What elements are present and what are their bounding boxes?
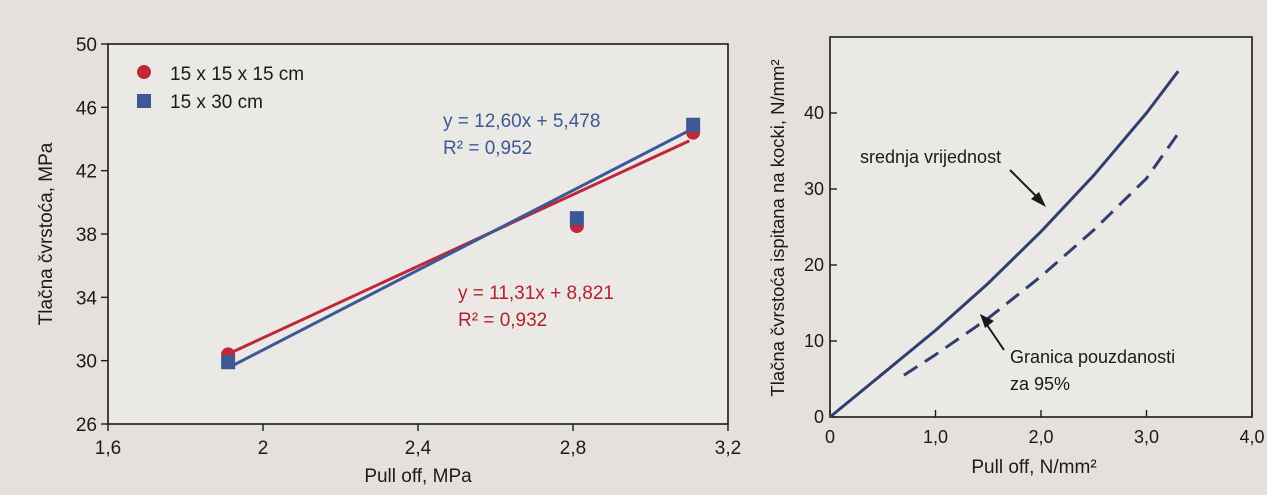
left-x-tick-label: 2,8 (560, 438, 586, 459)
annotation-confidence-line2: za 95% (1010, 374, 1070, 394)
right-y-tick-label: 40 (804, 103, 824, 123)
left-x-tick-label: 2 (258, 438, 269, 459)
left-x-tick-label: 1,6 (95, 438, 121, 459)
right-x-ticks: 0 1,0 2,0 3,0 4,0 (825, 410, 1265, 447)
left-data-points (221, 117, 701, 370)
annotation-confidence-arrow-line (984, 321, 1005, 351)
red-trendline (227, 139, 690, 356)
left-x-tick-label: 2,4 (405, 438, 432, 459)
legend-marker-blue-square (137, 94, 151, 108)
confidence-limit-curve (903, 132, 1180, 377)
chart-left: 1,6 2 2,4 2,8 3,2 26 30 34 38 42 46 50 Pull off, M… (36, 35, 741, 487)
right-plot-area (829, 36, 1253, 418)
left-y-tick-label: 34 (76, 288, 98, 309)
blue-trend-equation: y = 12,60x + 5,478 (443, 111, 600, 132)
left-y-tick-label: 26 (76, 415, 97, 436)
annotation-confidence-line1: Granica pouzdanosti (1010, 347, 1175, 367)
blue-square-point (569, 211, 584, 226)
annotation-mean-arrowhead (1031, 192, 1046, 207)
right-x-axis-label: Pull off, N/mm² (971, 457, 1096, 478)
red-trend-equation: y = 11,31x + 8,821 (458, 283, 614, 304)
right-x-tick-label: 1,0 (923, 427, 948, 447)
right-curves (829, 70, 1180, 419)
right-x-tick-label: 2,0 (1028, 427, 1053, 447)
blue-square-point (221, 355, 236, 370)
right-x-tick-label: 4,0 (1239, 427, 1264, 447)
right-y-ticks: 0 10 20 30 40 (804, 103, 837, 427)
annotation-mean-arrow-line (1009, 169, 1041, 201)
blue-trend-r2: R² = 0,952 (443, 138, 532, 159)
blue-trendline (227, 129, 690, 370)
left-y-tick-label: 50 (76, 35, 97, 56)
right-y-axis-label: Tlačna čvrstoća ispitana na kocki, N/mm² (767, 59, 788, 396)
right-y-tick-label: 30 (804, 179, 824, 199)
left-trendlines (227, 129, 690, 370)
left-x-ticks: 1,6 2 2,4 2,8 3,2 (95, 424, 741, 459)
right-x-tick-label: 3,0 (1134, 427, 1159, 447)
red-trend-r2: R² = 0,932 (458, 310, 547, 331)
annotation-mean: srednja vrijednost (860, 147, 1001, 167)
left-y-tick-label: 30 (76, 352, 97, 373)
left-y-tick-label: 42 (76, 162, 97, 183)
legend-label-cylinder: 15 x 30 cm (170, 92, 263, 113)
left-y-tick-label: 38 (76, 225, 97, 246)
left-y-axis-label: Tlačna čvrstoća, MPa (36, 142, 57, 325)
left-plot-area (107, 43, 729, 425)
legend-label-cube: 15 x 15 x 15 cm (170, 64, 304, 85)
left-x-tick-label: 3,2 (715, 438, 741, 459)
left-legend: 15 x 15 x 15 cm 15 x 30 cm (137, 64, 304, 113)
blue-square-point (686, 117, 701, 132)
right-y-tick-label: 20 (804, 255, 824, 275)
legend-marker-red-circle (137, 65, 151, 79)
right-y-tick-label: 10 (804, 331, 824, 351)
right-x-tick-label: 0 (825, 427, 835, 447)
left-y-ticks: 26 30 34 38 42 46 50 (76, 35, 108, 436)
annotation-confidence-arrowhead (980, 314, 994, 328)
mean-value-curve (829, 70, 1180, 419)
right-y-tick-label: 0 (814, 407, 824, 427)
left-y-tick-label: 46 (76, 98, 97, 119)
left-x-axis-label: Pull off, MPa (364, 466, 472, 487)
